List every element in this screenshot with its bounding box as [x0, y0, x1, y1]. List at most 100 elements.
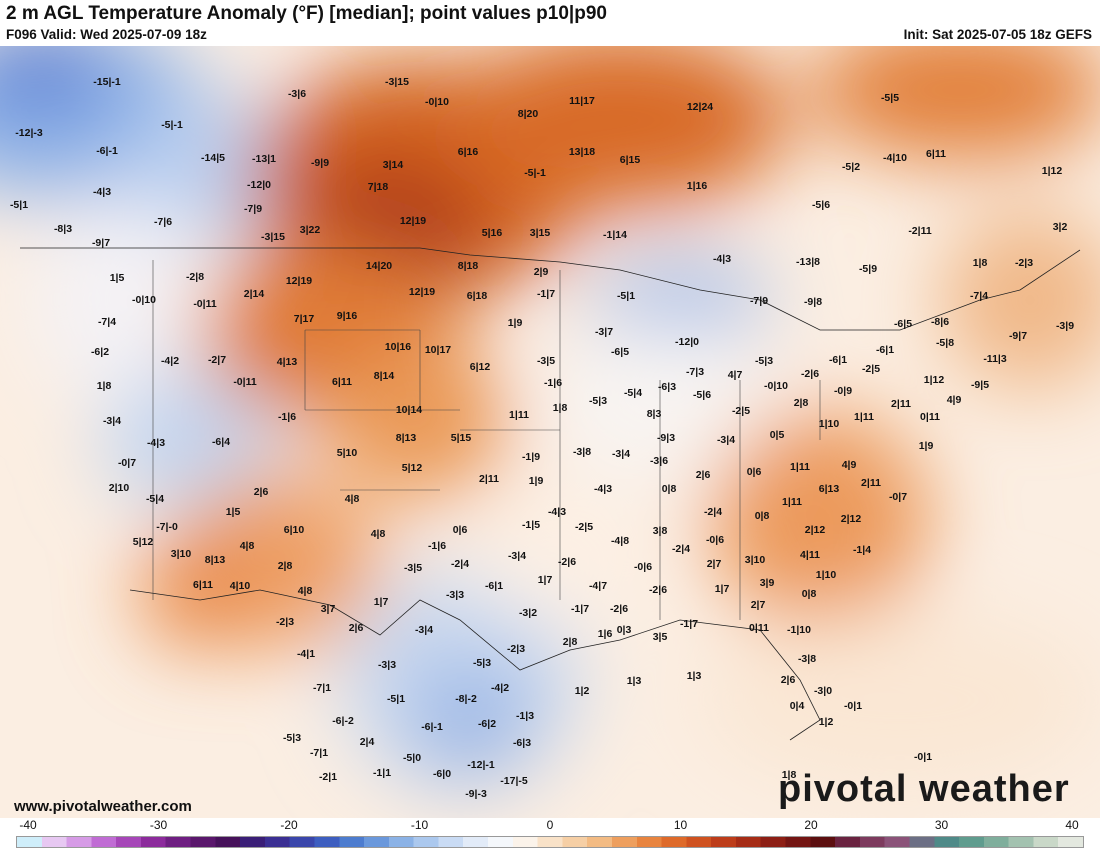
- point-value: -6|3: [658, 381, 676, 393]
- point-value: -3|5: [404, 562, 422, 574]
- colorbar-tick-label: 20: [804, 818, 818, 832]
- point-value: 0|8: [802, 588, 817, 600]
- point-value: 1|10: [816, 569, 837, 581]
- point-value: 2|11: [479, 473, 499, 485]
- point-value: -3|7: [595, 326, 613, 338]
- point-value: 6|18: [467, 290, 488, 302]
- point-value: -0|11: [233, 376, 257, 388]
- point-value: -9|7: [1009, 330, 1027, 342]
- point-value: -5|8: [936, 337, 954, 349]
- point-value: 1|7: [715, 583, 730, 595]
- point-value: -1|6: [428, 540, 446, 552]
- point-value: -4|3: [548, 506, 566, 518]
- point-value: 3|14: [383, 159, 404, 171]
- colorbar-tick-label: -40: [19, 818, 37, 832]
- point-value: 1|11: [509, 409, 529, 421]
- point-value: -0|10: [425, 96, 449, 108]
- point-value: 0|5: [770, 429, 785, 441]
- point-value: 2|4: [360, 736, 375, 748]
- point-value: -9|3: [657, 432, 675, 444]
- point-value: -13|8: [796, 256, 820, 268]
- point-value: 12|19: [400, 215, 426, 227]
- point-value: -1|14: [603, 229, 627, 241]
- point-value: -4|8: [611, 535, 629, 547]
- point-value: 0|8: [755, 510, 770, 522]
- point-value: 4|8: [298, 585, 313, 597]
- point-value: -1|3: [516, 710, 534, 722]
- point-value: 1|5: [226, 506, 241, 518]
- point-value: -1|7: [537, 288, 555, 300]
- anomaly-map[interactable]: -15|-1 -3|6 -3|15 -0|10 8|20 11|17 12|24 -5|5 -1…: [0, 46, 1100, 818]
- point-value: 1|2: [819, 716, 834, 728]
- point-value: 12|19: [286, 275, 312, 287]
- point-value: 2|6: [696, 469, 711, 481]
- point-value: 4|9: [947, 394, 962, 406]
- point-value: 5|16: [482, 227, 503, 239]
- point-value: -6|0: [433, 768, 451, 780]
- point-value: -6|5: [611, 346, 629, 358]
- point-values-layer: -15|-1 -3|6 -3|15 -0|10 8|20 11|17 12|24 -5|5 -1…: [10, 76, 1074, 800]
- point-value: -1|7: [680, 618, 698, 630]
- point-value: -1|4: [853, 544, 871, 556]
- point-value: 3|8: [653, 525, 668, 537]
- point-value: 11|17: [569, 95, 595, 107]
- point-value: 2|6: [254, 486, 269, 498]
- point-value: -5|3: [589, 395, 607, 407]
- point-value: -3|0: [814, 685, 832, 697]
- point-value: -0|11: [193, 298, 217, 310]
- point-value: -4|10: [883, 152, 907, 164]
- point-value: 0|6: [747, 466, 762, 478]
- point-value: -7|-0: [156, 521, 178, 533]
- point-value: -5|3: [755, 355, 773, 367]
- point-value: -7|9: [750, 295, 768, 307]
- point-value: -2|7: [208, 354, 226, 366]
- point-value: -1|6: [544, 377, 562, 389]
- point-value: -2|5: [732, 405, 750, 417]
- point-value: 8|14: [374, 370, 395, 382]
- point-value: -0|9: [834, 385, 852, 397]
- header: 2 m AGL Temperature Anomaly (°F) [median…: [0, 0, 1100, 46]
- point-value: 3|22: [300, 224, 321, 236]
- point-value: -3|8: [573, 446, 591, 458]
- point-value: 5|12: [402, 462, 423, 474]
- point-value: -2|6: [610, 603, 628, 615]
- point-value: 1|8: [97, 380, 112, 392]
- point-value: -1|10: [787, 624, 811, 636]
- point-value: -2|11: [908, 225, 932, 237]
- point-value: 1|9: [529, 475, 544, 487]
- colorbar-tick-label: 40: [1065, 818, 1079, 832]
- point-value: 4|7: [728, 369, 743, 381]
- point-value: 2|6: [349, 622, 364, 634]
- point-value: 2|6: [781, 674, 796, 686]
- point-value: -3|9: [1056, 320, 1074, 332]
- point-value: -4|2: [491, 682, 509, 694]
- point-value: 8|13: [205, 554, 226, 566]
- point-value: -6|5: [894, 318, 912, 330]
- point-value: -6|1: [485, 580, 503, 592]
- point-value: 12|24: [687, 101, 713, 113]
- colorbar-labels: -40 -30 -20 -10 0 10 20 30 40: [0, 818, 1100, 834]
- point-value: -12|-1: [467, 759, 495, 771]
- point-value: -8|-2: [455, 693, 477, 705]
- point-value: 12|19: [409, 286, 435, 298]
- pivotal-weather-logo: pivotal weather: [778, 768, 1070, 810]
- point-value: 6|11: [193, 579, 213, 591]
- point-value: -3|4: [612, 448, 630, 460]
- point-value: -6|-1: [421, 721, 443, 733]
- point-value: -0|7: [118, 457, 136, 469]
- point-value: -6|-1: [96, 145, 118, 157]
- point-value: 0|6: [453, 524, 468, 536]
- point-value: -4|3: [147, 437, 165, 449]
- point-value: -2|3: [507, 643, 525, 655]
- point-value: 7|18: [368, 181, 389, 193]
- point-value: -5|1: [617, 290, 635, 302]
- point-value: 10|16: [385, 341, 411, 353]
- point-value: 6|13: [819, 483, 840, 495]
- point-value: -1|1: [373, 767, 391, 779]
- point-value: 7|17: [294, 313, 315, 325]
- point-value: 3|5: [653, 631, 668, 643]
- point-value: -0|1: [844, 700, 862, 712]
- point-value: -2|6: [649, 584, 667, 596]
- point-value: -5|4: [146, 493, 164, 505]
- point-value: 8|13: [396, 432, 417, 444]
